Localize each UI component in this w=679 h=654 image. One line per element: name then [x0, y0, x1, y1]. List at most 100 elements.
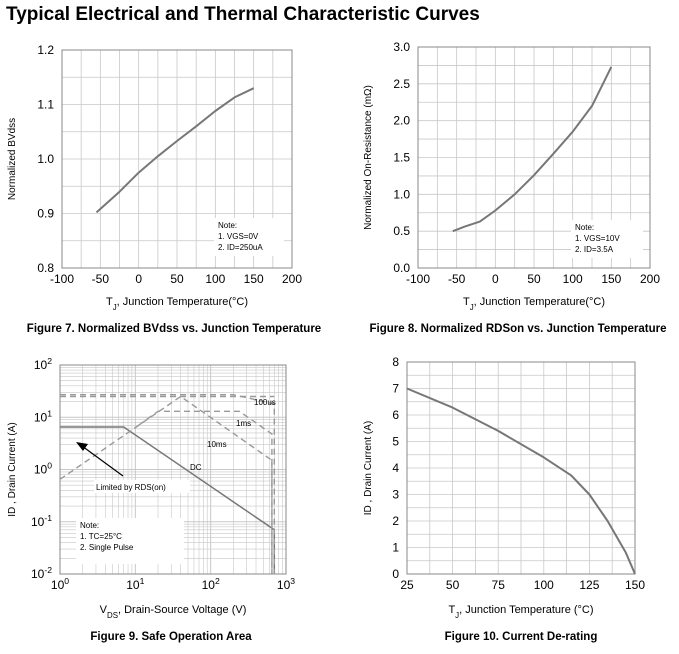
- y-tick-label: 3: [392, 488, 399, 502]
- y-tick-label: 0.8: [37, 261, 54, 275]
- y-tick-label: 5: [392, 435, 399, 449]
- series-line: [95, 87, 255, 214]
- x-tick-exponent: 1: [140, 576, 145, 586]
- y-tick-label: 1.0: [37, 152, 54, 166]
- x-tick-label: 150: [625, 578, 645, 592]
- chart-8: -100 -50 0 50 100 150 200 0.0 0.5 1.0 1.5 2.0 2.5 3.0…: [363, 40, 666, 335]
- y-axis-label: ID , Drain Current (A): [363, 421, 374, 515]
- grid: [406, 361, 636, 575]
- y-tick-label: 4: [392, 461, 399, 475]
- y-tick-label: 8: [392, 355, 399, 369]
- plot-frame: [59, 364, 287, 575]
- note-line: 1. VGS=0V: [218, 232, 259, 241]
- x-tick-label: 103: [277, 576, 295, 592]
- x-axis-label-sub: J: [470, 303, 474, 312]
- annotation-bg: [94, 480, 190, 493]
- y-tick-label: 0.9: [37, 207, 54, 221]
- y-tick-label: 0.5: [393, 224, 410, 238]
- series-line: [406, 387, 636, 575]
- figure-caption: Figure 9. Safe Operation Area: [90, 631, 252, 643]
- x-axis-label-rest: , Junction Temperature(°C): [474, 296, 605, 308]
- y-axis-label: Normalized On-Resistance (mΩ): [363, 85, 374, 230]
- y-tick-label: 0.0: [393, 261, 410, 275]
- y-axis-label: Normalized BVdss: [7, 118, 18, 200]
- figure-caption: Figure 7. Normalized BVdss vs. Junction …: [27, 323, 321, 335]
- annotation-label: Limited by RDS(on): [96, 483, 166, 492]
- x-tick-label: 75: [492, 578, 506, 592]
- note-line: Note:: [575, 223, 594, 232]
- y-tick-label: 2.0: [393, 114, 410, 128]
- x-tick-label: 125: [579, 578, 599, 592]
- figure-caption: Figure 10. Current De-rating: [445, 631, 598, 643]
- y-tick-exponent: 2: [47, 356, 52, 366]
- x-tick-label: 100: [205, 272, 225, 286]
- series-label: 10ms: [207, 440, 227, 449]
- x-tick-exponent: 3: [290, 576, 295, 586]
- x-tick-label: -50: [448, 272, 466, 286]
- note-box: [571, 220, 643, 258]
- x-tick-label: 102: [202, 576, 220, 592]
- y-tick-label: 2.5: [393, 77, 410, 91]
- x-axis-label-sub: DS: [107, 611, 118, 620]
- chart-7: -100 -50 0 50 100 150 200 0.8 0.9 1.0 1.1 1.2 TJ, Ju…: [7, 43, 321, 335]
- plot-frame: [61, 49, 293, 269]
- y-tick-label: 101: [34, 408, 52, 424]
- annotation-arrow: [81, 445, 124, 477]
- x-tick-label: 0: [492, 272, 499, 286]
- x-axis-label-sub: J: [455, 611, 459, 620]
- x-tick-label: 101: [126, 576, 144, 592]
- x-tick-label: 25: [400, 578, 414, 592]
- x-tick-exponent: 2: [215, 576, 220, 586]
- y-tick-label: 1.2: [37, 43, 54, 57]
- x-axis-label-main: T: [106, 296, 113, 308]
- x-tick-exponent: 0: [64, 576, 69, 586]
- y-tick-label: 10-2: [31, 565, 52, 581]
- x-tick-label: 50: [170, 272, 184, 286]
- y-tick-label: 10-1: [31, 513, 52, 529]
- x-tick-label: 100: [51, 576, 69, 592]
- y-tick-label: 0: [392, 567, 399, 581]
- annotation-arrowhead: [76, 442, 88, 451]
- y-tick-label: 3.0: [393, 40, 410, 54]
- y-tick-exponent: 0: [47, 461, 52, 471]
- note-line: Note:: [80, 521, 99, 530]
- x-axis-label-rest: , Junction Temperature(°C): [117, 296, 248, 308]
- x-tick-label: -100: [406, 272, 430, 286]
- y-tick-label: 1.0: [393, 187, 410, 201]
- y-axis-label: ID , Drain Current (A): [7, 422, 18, 516]
- x-axis-label: TJ, Junction Temperature(°C): [463, 296, 605, 312]
- note-line: 2. ID=3.5A: [575, 245, 614, 254]
- x-tick-label: 100: [534, 578, 554, 592]
- x-tick-label: -100: [50, 272, 74, 286]
- x-axis-label-sub: J: [113, 303, 117, 312]
- x-tick-label: 0: [135, 272, 142, 286]
- x-axis-label-rest: , Drain-Source Voltage (V): [118, 604, 246, 616]
- y-tick-label: 7: [392, 382, 399, 396]
- y-tick-exponent: -1: [44, 513, 52, 523]
- x-tick-label: 150: [601, 272, 621, 286]
- plot-frame: [417, 46, 651, 269]
- y-tick-exponent: -2: [44, 565, 52, 575]
- x-axis-label-main: T: [463, 296, 470, 308]
- chart-10: 25 50 75 100 125 150 0 1 2 3 4 5 6 7 8 TJ, Junction Tem…: [363, 355, 645, 643]
- series-line: [138, 410, 273, 574]
- series-line: [60, 394, 275, 574]
- plot-frame: [406, 361, 636, 575]
- y-tick-label: 1: [392, 541, 399, 555]
- y-tick-label: 2: [392, 514, 399, 528]
- y-tick-label: 6: [392, 408, 399, 422]
- x-axis-label-main: T: [448, 604, 455, 616]
- series-label: 1ms: [236, 419, 251, 428]
- note-line: 1. TC=25°C: [80, 532, 122, 541]
- y-tick-label: 1.5: [393, 151, 410, 165]
- x-tick-label: 50: [446, 578, 460, 592]
- x-tick-label: 150: [244, 272, 264, 286]
- figure-caption: Figure 8. Normalized RDSon vs. Junction …: [370, 323, 667, 335]
- series-label: DC: [190, 463, 202, 472]
- x-axis-label: TJ, Junction Temperature (°C): [448, 604, 593, 620]
- y-tick-label: 102: [34, 356, 52, 372]
- x-axis-label: VDS, Drain-Source Voltage (V): [100, 604, 247, 620]
- page-title: Typical Electrical and Thermal Character…: [6, 4, 480, 25]
